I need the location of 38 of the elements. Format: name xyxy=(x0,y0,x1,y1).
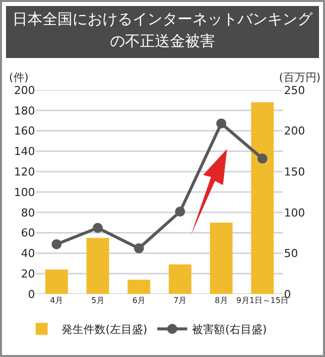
chart-title: 日本全国におけるインターネットバンキングの不正送金被害 xyxy=(6,6,319,58)
y2-tick-label: 100 xyxy=(284,206,305,220)
bar xyxy=(168,264,192,294)
legend-label: 被害額(右目盛) xyxy=(192,323,267,336)
point xyxy=(52,239,62,250)
point xyxy=(134,243,144,254)
x-tick-label: 5月 xyxy=(91,296,104,305)
legend-label: 発生件数(左目盛) xyxy=(62,323,148,336)
x-tick-label: 6月 xyxy=(132,296,146,305)
bar xyxy=(128,280,150,294)
y-tick-label: 180 xyxy=(14,104,35,118)
y-tick-label: 160 xyxy=(14,124,35,138)
y2-tick-label: 250 xyxy=(284,84,305,97)
x-tick-label: 4月 xyxy=(50,296,64,305)
y-tick-label: 200 xyxy=(14,84,35,97)
y-tick-label: 40 xyxy=(21,247,35,260)
y-tick-label: 100 xyxy=(14,186,35,199)
y-tick-label: 140 xyxy=(14,145,35,158)
y2-tick-label: 150 xyxy=(284,165,305,178)
bar xyxy=(251,102,274,294)
point xyxy=(257,154,268,164)
point xyxy=(175,206,186,217)
x-tick-label: 7月 xyxy=(174,296,187,305)
y-tick-label: 80 xyxy=(21,206,35,220)
bar xyxy=(86,238,110,294)
y-tick-label: 60 xyxy=(21,226,35,240)
point xyxy=(92,222,103,233)
y2-tick-label: 200 xyxy=(284,124,305,138)
y2-axis-title: (百万円) xyxy=(279,71,321,84)
point xyxy=(216,118,226,128)
y-axis-title: (件) xyxy=(9,71,29,84)
y2-tick-label: 50 xyxy=(284,247,298,260)
y-tick-label: 120 xyxy=(14,165,35,178)
bar xyxy=(45,270,68,294)
y-tick-label: 20 xyxy=(21,267,35,280)
y-tick-label: 0 xyxy=(28,288,35,301)
x-tick-label: 8月 xyxy=(214,296,228,305)
x-tick-label: 9月1日～15日 xyxy=(236,296,289,305)
